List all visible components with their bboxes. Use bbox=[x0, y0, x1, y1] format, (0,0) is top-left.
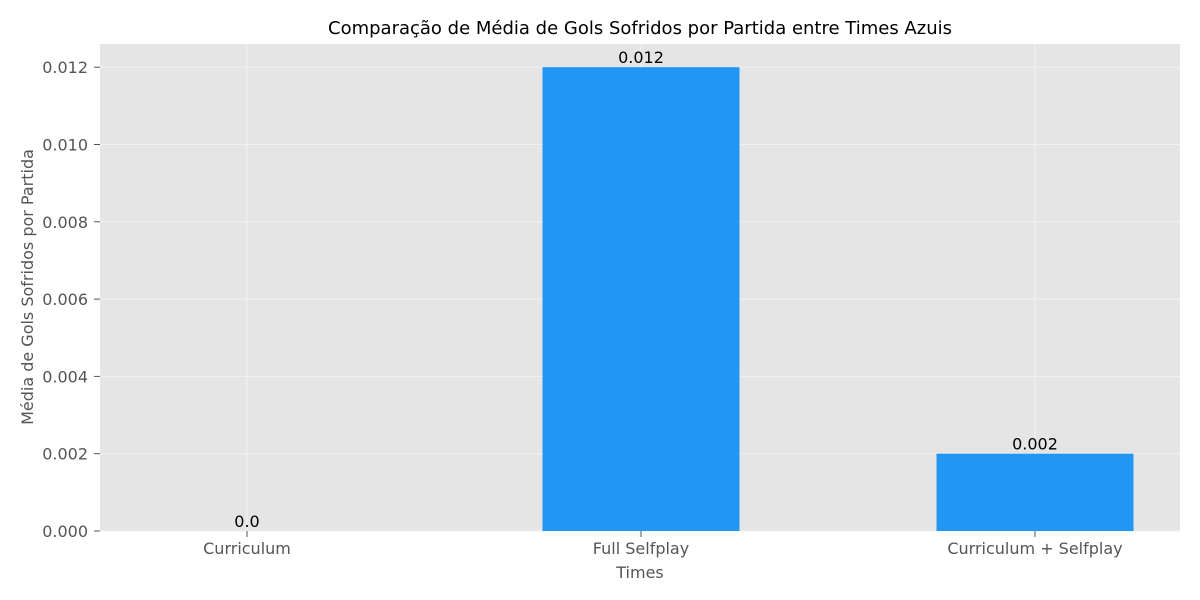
chart-title: Comparação de Média de Gols Sofridos por… bbox=[328, 18, 952, 39]
y-tick-label: 0.010 bbox=[42, 135, 88, 154]
y-tick-label: 0.004 bbox=[42, 367, 88, 386]
bars bbox=[542, 67, 1134, 531]
bar-value-label: 0.002 bbox=[1012, 435, 1058, 454]
y-tick-label: 0.008 bbox=[42, 213, 88, 232]
bar bbox=[936, 453, 1134, 531]
y-tick-label: 0.002 bbox=[42, 445, 88, 464]
y-axis-label: Média de Gols Sofridos por Partida bbox=[18, 149, 37, 425]
bar bbox=[542, 67, 740, 531]
x-tick-label: Full Selfplay bbox=[593, 539, 689, 558]
x-tick-label: Curriculum bbox=[203, 539, 291, 558]
value-labels: 0.0 0.012 0.002 bbox=[234, 48, 1058, 531]
x-axis-ticks: Curriculum Full Selfplay Curriculum + Self… bbox=[203, 531, 1123, 558]
bar-value-label: 0.012 bbox=[618, 48, 664, 67]
y-tick-label: 0.000 bbox=[42, 522, 88, 541]
y-tick-label: 0.006 bbox=[42, 290, 88, 309]
bar-value-label: 0.0 bbox=[234, 512, 259, 531]
y-axis-ticks: 0.000 0.002 0.004 0.006 0.008 0.010 0.012 bbox=[42, 58, 100, 541]
x-axis-label: Times bbox=[615, 563, 664, 582]
y-tick-label: 0.012 bbox=[42, 58, 88, 77]
x-tick-label: Curriculum + Selfplay bbox=[947, 539, 1122, 558]
